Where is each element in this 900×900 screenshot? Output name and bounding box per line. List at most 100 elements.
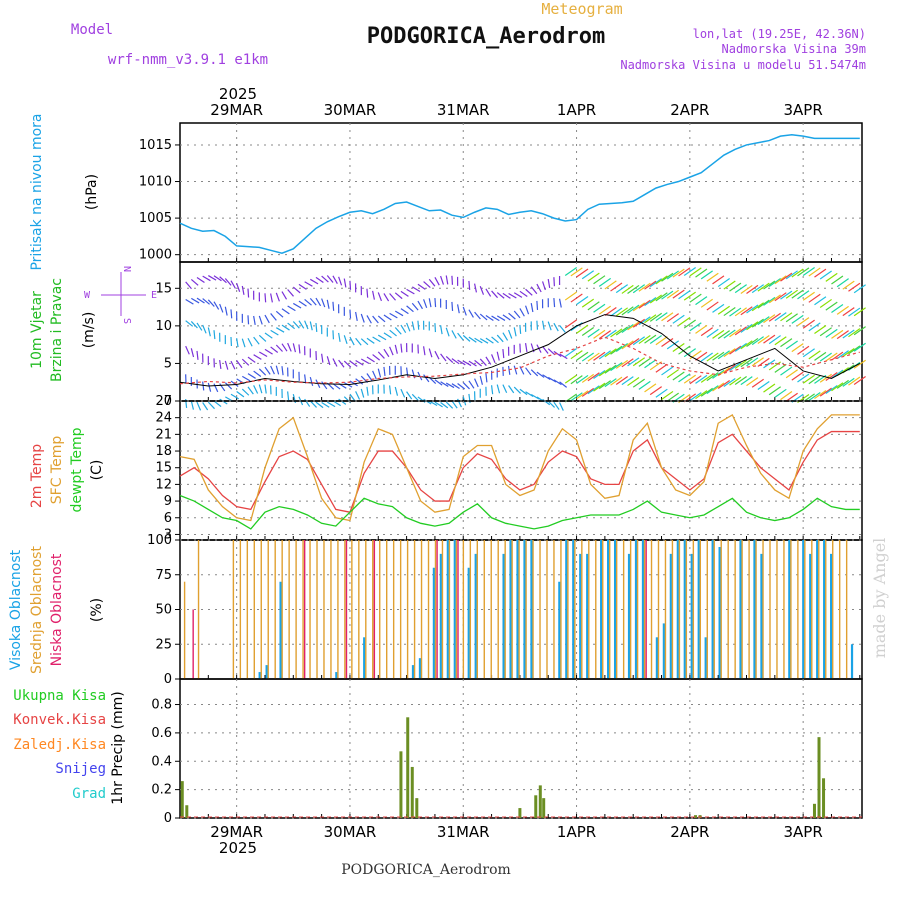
wind-barb <box>649 335 663 345</box>
wind-barb <box>661 366 674 376</box>
wind-barb <box>417 320 420 330</box>
wind-barb <box>502 332 509 341</box>
wind-barb <box>791 371 804 381</box>
pressure-series-line <box>179 133 860 255</box>
wind-barb <box>309 400 317 408</box>
wind-barb <box>372 315 379 324</box>
wind-barb <box>706 301 719 311</box>
wind-barb <box>853 326 866 336</box>
legend-conv: Konvek.Kisa <box>13 712 106 728</box>
wind-barb <box>281 308 290 315</box>
wind-barb <box>627 304 640 314</box>
wind-barb <box>819 270 832 280</box>
wind-barb <box>349 393 356 402</box>
wind-barb <box>649 386 663 396</box>
wind-barb <box>751 378 764 388</box>
wind-barb <box>740 358 753 368</box>
pressure-ytick-label: 1010 <box>139 175 172 190</box>
wind-barb <box>394 327 402 335</box>
clouds-panel: 0 25 50 75 100 <box>147 533 863 687</box>
wind-barb <box>360 313 365 323</box>
wind-barb <box>485 356 492 365</box>
wind-barb <box>547 400 556 408</box>
wind-barb <box>383 332 392 339</box>
wind-barb <box>258 384 263 394</box>
wind-barb <box>729 345 742 355</box>
wind-barb <box>547 376 557 383</box>
wind-barb <box>389 312 398 319</box>
wind-barb <box>853 342 866 352</box>
wind-barb <box>666 289 680 299</box>
wind-barb <box>219 303 224 313</box>
wind-barb <box>253 336 260 345</box>
wind-barb <box>525 288 533 296</box>
compass-north: N <box>121 266 132 272</box>
pressure-ytick-label: 1015 <box>139 138 172 153</box>
wind-barb <box>287 391 290 401</box>
wind-barb <box>536 371 545 378</box>
wind-barb <box>309 278 319 285</box>
wind-barb <box>706 272 719 282</box>
wind-barb <box>281 291 288 300</box>
temperature-ytick-label: 15 <box>155 461 172 476</box>
wind-barb <box>196 297 205 304</box>
wind-barb <box>377 334 387 341</box>
precip-bar <box>538 785 542 818</box>
pressure-ytick-label: 1000 <box>139 248 172 263</box>
wind-barb <box>457 359 466 366</box>
wind-barb <box>712 275 725 285</box>
wind-barb <box>661 290 674 300</box>
wind-barb <box>695 351 708 361</box>
legend-grad: Grad <box>72 786 106 802</box>
temperature-ytick-label: 27 <box>155 394 172 409</box>
wind-barb <box>519 388 528 396</box>
precip-ytick-label: 0.2 <box>151 783 172 798</box>
wind-barb <box>468 309 474 318</box>
wind-barb <box>638 316 651 326</box>
wind-barb <box>536 283 542 293</box>
bottom-date-label: 29MAR <box>210 823 263 841</box>
wind-barb <box>729 328 742 338</box>
bottom-year: 2025 <box>219 839 257 857</box>
wind-barb <box>598 367 612 377</box>
wind-barb <box>247 315 250 325</box>
wind-barb <box>315 276 324 283</box>
wind-barb <box>819 352 832 362</box>
precip-bar <box>817 737 821 818</box>
wind-barb <box>757 299 770 309</box>
pressure-labels: Pritisak na nivou mora (hPa) <box>29 113 100 270</box>
wind-barb <box>287 342 292 352</box>
wind-barb <box>519 308 525 317</box>
wind-barb <box>695 324 708 334</box>
wind-barb <box>780 366 793 376</box>
wind-barb <box>831 351 844 361</box>
wind-barb <box>706 385 719 395</box>
wind-barb <box>740 376 753 386</box>
compass-east: E <box>151 290 157 301</box>
wind-barb <box>763 296 776 306</box>
precip-ylabel: 1hr Precip (mm) <box>110 691 126 804</box>
wind-barb <box>729 282 742 292</box>
wind-barb <box>406 391 413 400</box>
wind-barb <box>564 291 578 301</box>
wind-barb <box>309 297 317 306</box>
wind-barb <box>258 368 267 376</box>
wind-barb <box>473 283 478 293</box>
wind-barb <box>434 323 437 333</box>
wind-barb <box>723 329 736 339</box>
wind-barb <box>524 343 528 353</box>
cloud-ylabel-high: Visoka Oblacnost <box>8 549 24 670</box>
wind-barb <box>814 390 827 400</box>
wind-ylabel-1: 10m Vjetar <box>29 291 45 369</box>
wind-barb <box>831 275 844 285</box>
temperature-ytick-label: 24 <box>155 411 172 426</box>
wind-barb <box>712 382 725 392</box>
wind-barb <box>729 376 742 386</box>
wind-barb <box>649 312 663 322</box>
wind-barb <box>564 348 578 358</box>
wind-barb <box>400 290 409 297</box>
wind-barb <box>802 319 815 329</box>
wind-barb <box>242 375 251 382</box>
wind-barbs <box>185 267 866 411</box>
wind-barb <box>598 380 612 390</box>
